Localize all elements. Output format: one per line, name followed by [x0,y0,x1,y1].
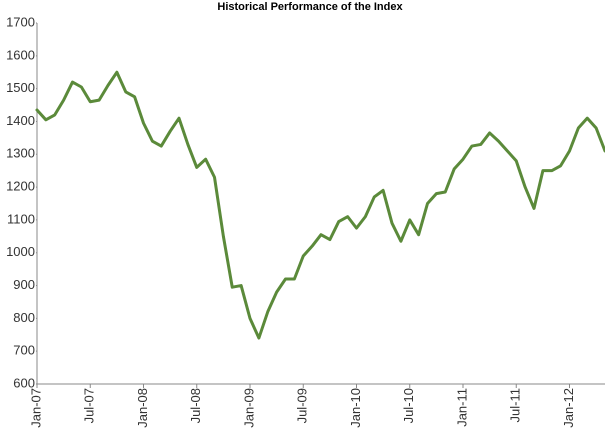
y-tick-label: 1000 [6,244,35,259]
data-line [35,70,605,340]
y-tick-label: 1500 [6,80,35,95]
y-tick-label: 900 [13,277,35,292]
y-tick-label: 600 [13,375,35,390]
x-tick-label: Jul-10 [401,388,416,423]
x-tick-label: Jul-07 [82,388,97,423]
y-tick-label: 1600 [6,47,35,62]
x-tick-label: Jan-08 [135,388,150,428]
y-tick-label: 800 [13,310,35,325]
y-tick-label: 1100 [7,211,35,226]
y-tick-label: 1400 [6,113,35,128]
y-tick-label: 1200 [6,179,35,194]
x-tick-label: Jul-09 [295,388,310,423]
x-tick-label: Jan-12 [561,388,576,428]
y-tick-label: 700 [13,343,35,358]
x-tick-label: Jan-10 [348,388,363,428]
x-tick-label: Jan-07 [28,388,43,428]
x-tick-label: Jul-08 [188,388,203,423]
y-tick-label: 1300 [6,146,35,161]
x-tick-label: Jul-11 [508,388,523,422]
x-tick-label: Jan-11 [454,388,469,427]
y-tick-label: 1700 [6,14,35,29]
x-tick-label: Jan-09 [241,388,256,428]
chart-title: Historical Performance of the Index [217,1,403,13]
